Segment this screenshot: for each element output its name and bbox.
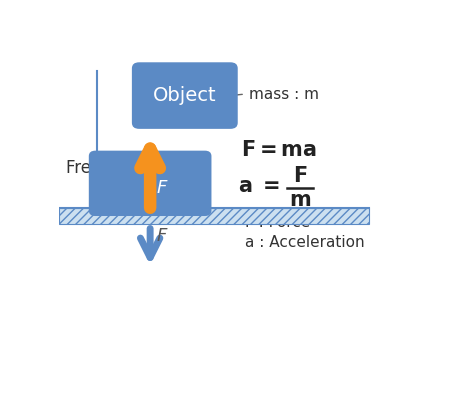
Text: Free Fall: Free Fall xyxy=(66,159,134,177)
Text: F : Force: F : Force xyxy=(245,215,310,230)
FancyBboxPatch shape xyxy=(132,62,238,129)
FancyBboxPatch shape xyxy=(89,151,211,216)
Bar xyxy=(59,208,369,224)
Text: Object: Object xyxy=(153,86,217,105)
Text: $\mathbf{a\ =}$: $\mathbf{a\ =}$ xyxy=(238,176,280,196)
Text: mass : m: mass : m xyxy=(249,86,319,101)
Text: $\mathit{F}$: $\mathit{F}$ xyxy=(155,179,168,197)
Text: $\mathbf{m}$: $\mathbf{m}$ xyxy=(289,190,311,210)
Text: $\mathit{F}$: $\mathit{F}$ xyxy=(155,227,168,245)
Text: a : Acceleration: a : Acceleration xyxy=(245,235,365,250)
Text: $\mathbf{F}$: $\mathbf{F}$ xyxy=(292,166,307,186)
Text: $\mathbf{F = ma}$: $\mathbf{F = ma}$ xyxy=(242,140,317,160)
